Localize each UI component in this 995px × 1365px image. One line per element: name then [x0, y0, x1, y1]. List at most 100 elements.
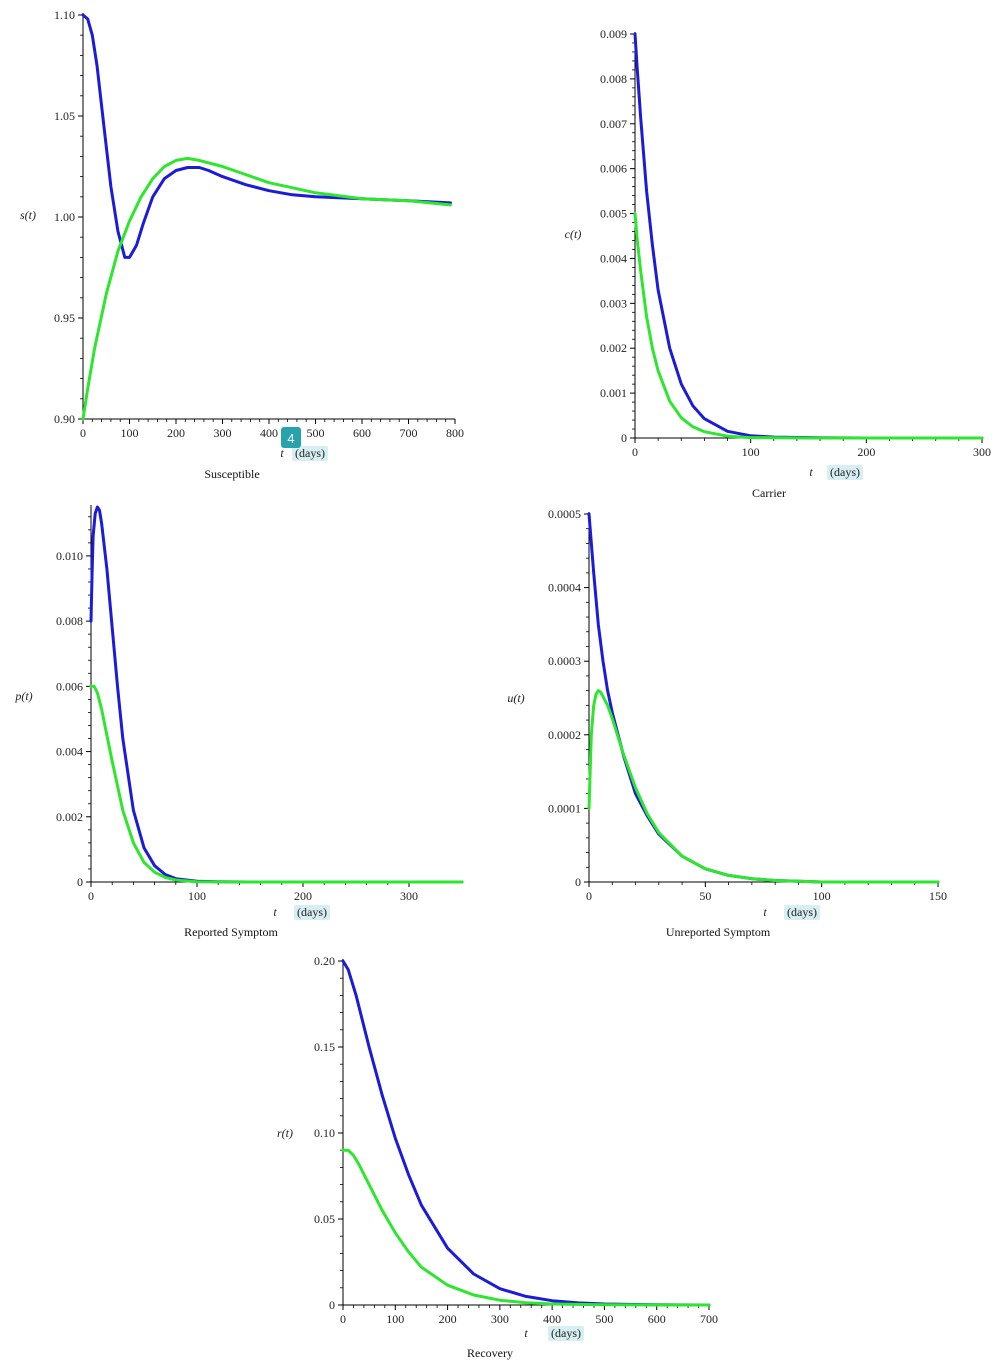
green-series-line [89, 684, 464, 884]
y-tick-label: 0.002 [600, 341, 627, 355]
chart-caption: Recovery [467, 1346, 513, 1360]
y-axis-label: u(t) [507, 691, 524, 705]
blue-series-line [89, 505, 464, 884]
x-tick-label: 200 [167, 426, 185, 440]
y-tick-label: 0 [329, 1298, 335, 1312]
x-tick-label: 400 [260, 426, 278, 440]
x-tick-label: 300 [214, 426, 232, 440]
x-tick-label: 300 [973, 445, 991, 459]
x-tick-label: 0 [632, 445, 638, 459]
x-tick-label: 200 [294, 889, 312, 903]
green-series-line [633, 212, 984, 440]
x-unit-highlight [784, 905, 820, 920]
y-tick-label: 0.002 [56, 810, 83, 824]
x-axis-unit: (days) [297, 905, 327, 919]
green-series-line [81, 156, 452, 421]
chart-caption: Reported Symptom [184, 925, 278, 939]
x-tick-label: 0 [80, 426, 86, 440]
x-tick-label: 200 [439, 1312, 457, 1326]
y-tick-label: 0.90 [54, 412, 75, 426]
x-tick-label: 500 [307, 426, 325, 440]
y-tick-label: 1.05 [54, 109, 75, 123]
y-tick-label: 1.00 [54, 210, 75, 224]
y-tick-label: 0.0004 [548, 581, 581, 595]
x-unit-highlight [294, 905, 330, 920]
y-axis-label: c(t) [565, 227, 582, 241]
blue-series-line [81, 13, 452, 259]
x-tick-label: 800 [446, 426, 464, 440]
x-tick-label: 400 [543, 1312, 561, 1326]
x-tick-label: 700 [700, 1312, 718, 1326]
x-tick-label: 500 [595, 1312, 613, 1326]
y-tick-label: 0.010 [56, 549, 83, 563]
x-axis-label: t [809, 465, 813, 479]
x-axis-unit: (days) [295, 446, 325, 460]
green-series-line [341, 1148, 711, 1307]
x-axis-label: t [280, 446, 284, 460]
green-series-line [587, 689, 940, 884]
y-tick-label: 0 [621, 431, 627, 445]
y-axis-label: p(t) [14, 689, 32, 703]
carrier-panel: 0 100 200 300 0 0.001 0.002 0.003 0.004 0.005 0.00… [565, 27, 991, 500]
y-tick-label: 0.0005 [548, 507, 581, 521]
x-tick-label: 0 [340, 1312, 346, 1326]
y-tick-label: 0.008 [56, 614, 83, 628]
y-tick-label: 0.005 [600, 207, 627, 221]
x-tick-label: 300 [491, 1312, 509, 1326]
x-axis-unit: (days) [787, 905, 817, 919]
x-tick-label: 300 [400, 889, 418, 903]
y-tick-label: 0.0003 [548, 654, 581, 668]
y-tick-label: 0.0002 [548, 728, 581, 742]
x-axis-unit: (days) [830, 465, 860, 479]
x-tick-label: 100 [386, 1312, 404, 1326]
x-axis-label: t [273, 905, 277, 919]
y-tick-label: 0.20 [314, 954, 335, 968]
chart-caption: Unreported Symptom [666, 925, 771, 939]
y-tick-label: 1.10 [54, 8, 75, 22]
x-tick-label: 100 [813, 889, 831, 903]
y-tick-label: 0.007 [600, 117, 627, 131]
x-tick-label: 700 [400, 426, 418, 440]
x-tick-label: 600 [648, 1312, 666, 1326]
y-tick-label: 0.10 [314, 1126, 335, 1140]
recovery-panel: 0 100 200 300 400 500 600 700 0 0.05 0.10 0.15 0.20 r… [277, 954, 718, 1360]
x-axis-unit: (days) [551, 1326, 581, 1340]
y-tick-label: 0.004 [56, 745, 83, 759]
y-tick-label: 0 [575, 875, 581, 889]
y-tick-label: 0.008 [600, 72, 627, 86]
y-tick-label: 0.05 [314, 1212, 335, 1226]
page-badge-number: 4 [287, 431, 294, 446]
x-tick-label: 0 [88, 889, 94, 903]
chart-caption: Susceptible [204, 467, 259, 481]
blue-series-line [341, 959, 711, 1307]
x-unit-highlight [292, 446, 328, 461]
y-tick-label: 0.004 [600, 251, 627, 265]
y-tick-label: 0.006 [56, 679, 83, 693]
x-tick-label: 50 [699, 889, 711, 903]
x-unit-highlight [548, 1326, 584, 1341]
x-tick-label: 200 [857, 445, 875, 459]
x-tick-label: 600 [353, 426, 371, 440]
reported-symptom-panel: 0 100 200 300 0 0.002 0.004 0.006 0.008 0.010 p(t)… [14, 505, 464, 939]
y-tick-label: 0.009 [600, 27, 627, 41]
page-badge: 4 [281, 427, 301, 448]
x-axis-label: t [763, 905, 767, 919]
y-tick-label: 0.95 [54, 311, 75, 325]
x-tick-label: 150 [929, 889, 947, 903]
x-unit-highlight [827, 465, 863, 480]
x-tick-label: 100 [188, 889, 206, 903]
blue-series-line [587, 512, 940, 884]
x-axis-label: t [524, 1326, 528, 1340]
unreported-symptom-panel: 0 50 100 150 0 0.0001 0.0002 0.0003 0.0004 0.0005… [507, 507, 947, 939]
y-axis-label: s(t) [20, 208, 36, 222]
y-tick-label: 0 [77, 875, 83, 889]
x-tick-label: 0 [586, 889, 592, 903]
chart-caption: Carrier [752, 486, 786, 500]
susceptible-panel: 0 100 200 300 400 500 600 700 800 0.90 0.95 1.00 1.0… [20, 8, 464, 481]
blue-series-line [633, 32, 984, 440]
x-tick-label: 100 [742, 445, 760, 459]
y-tick-label: 0.006 [600, 162, 627, 176]
y-tick-label: 0.15 [314, 1040, 335, 1054]
y-tick-label: 0.003 [600, 296, 627, 310]
